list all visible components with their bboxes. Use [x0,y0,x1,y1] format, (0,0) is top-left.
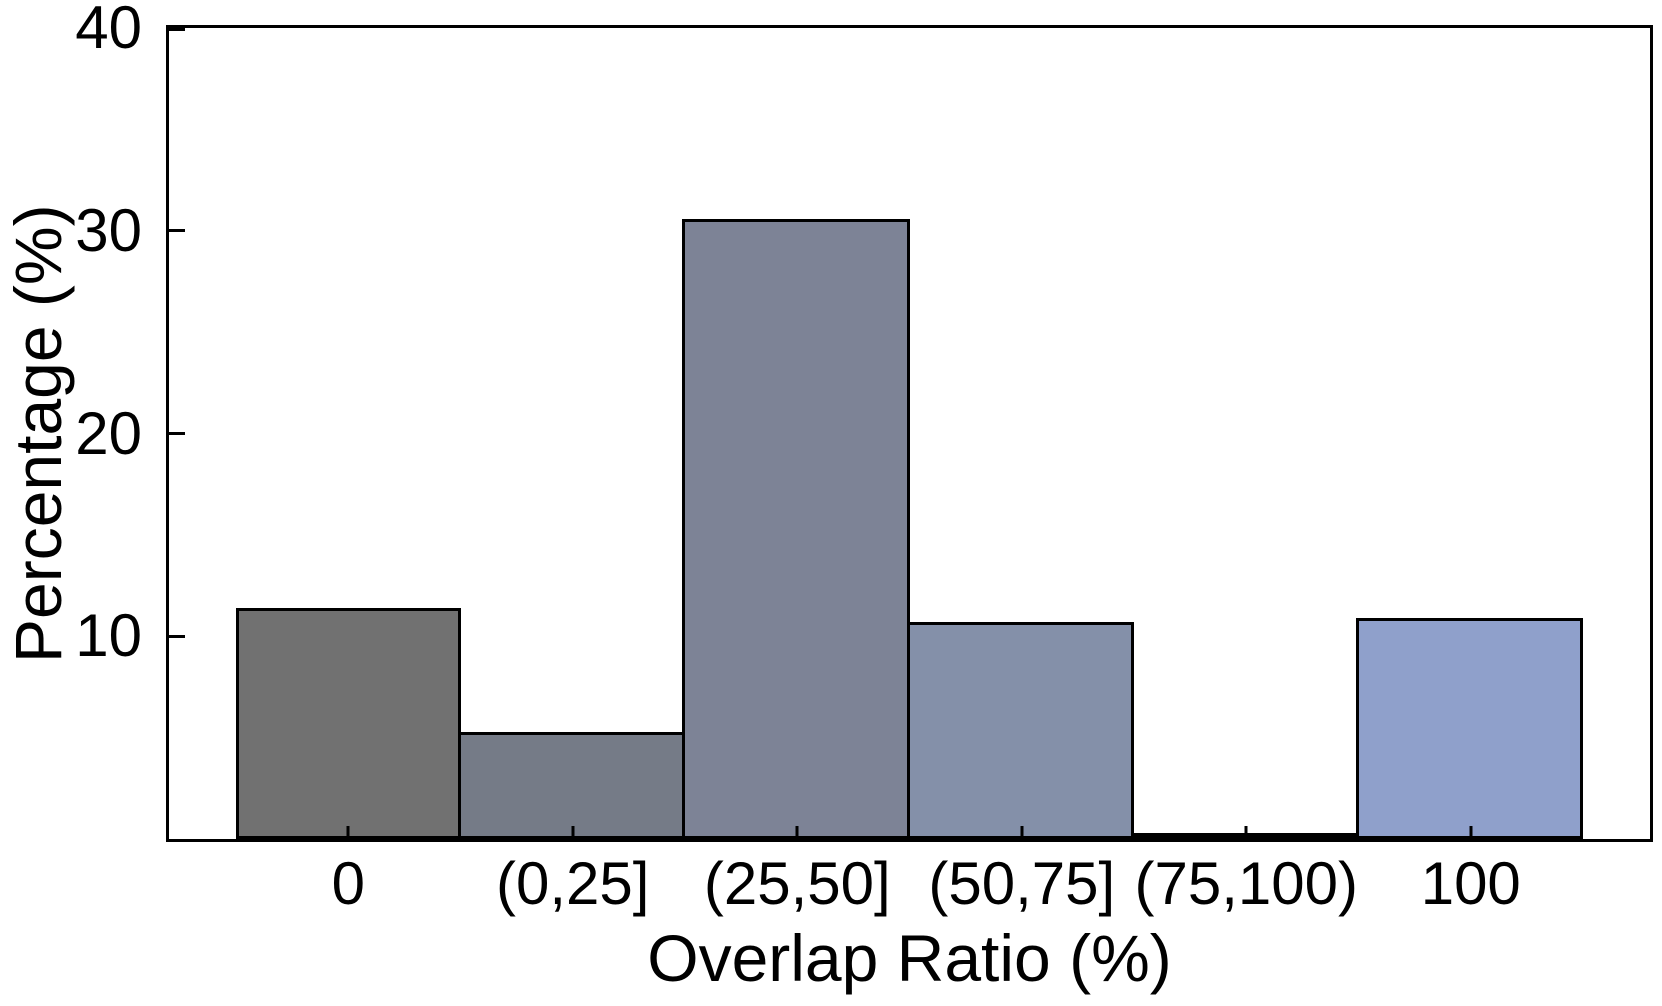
x-tick-label: (0,25] [496,850,650,917]
y-tick-mark [169,28,185,31]
bar-100 [1355,618,1583,839]
x-tick-mark [1244,826,1248,839]
x-axis-label: Overlap Ratio (%) [647,921,1172,995]
x-tick-label: (50,75] [928,850,1116,917]
x-tick-labels: 0 (0,25] (25,50] (50,75] (75,100) 100 [169,848,1650,948]
x-tick-mark [571,826,575,839]
y-tick-label: 20 [75,399,142,467]
plot-area [166,25,1653,842]
x-tick-label: (75,100) [1134,850,1358,917]
x-tick-mark [795,826,799,839]
x-tick-mark [1020,826,1024,839]
y-tick-label: 40 [75,0,142,61]
y-tick-mark [169,432,185,435]
y-tick-label: 30 [75,196,142,264]
bar-(25,50] [682,218,910,839]
bar-(50,75] [906,622,1134,839]
x-tick-mark [346,826,350,839]
bar-(0,25] [457,731,685,839]
x-tick-label: 0 [331,850,365,917]
y-tick-labels: 10 20 30 40 [0,0,142,839]
bar-0 [236,607,461,839]
y-tick-mark [169,634,185,638]
x-tick-label: (25,50] [703,850,891,917]
x-tick-mark [1469,826,1473,839]
y-tick-label: 10 [75,602,142,670]
y-tick-mark [169,229,185,233]
x-tick-label: 100 [1420,850,1521,917]
